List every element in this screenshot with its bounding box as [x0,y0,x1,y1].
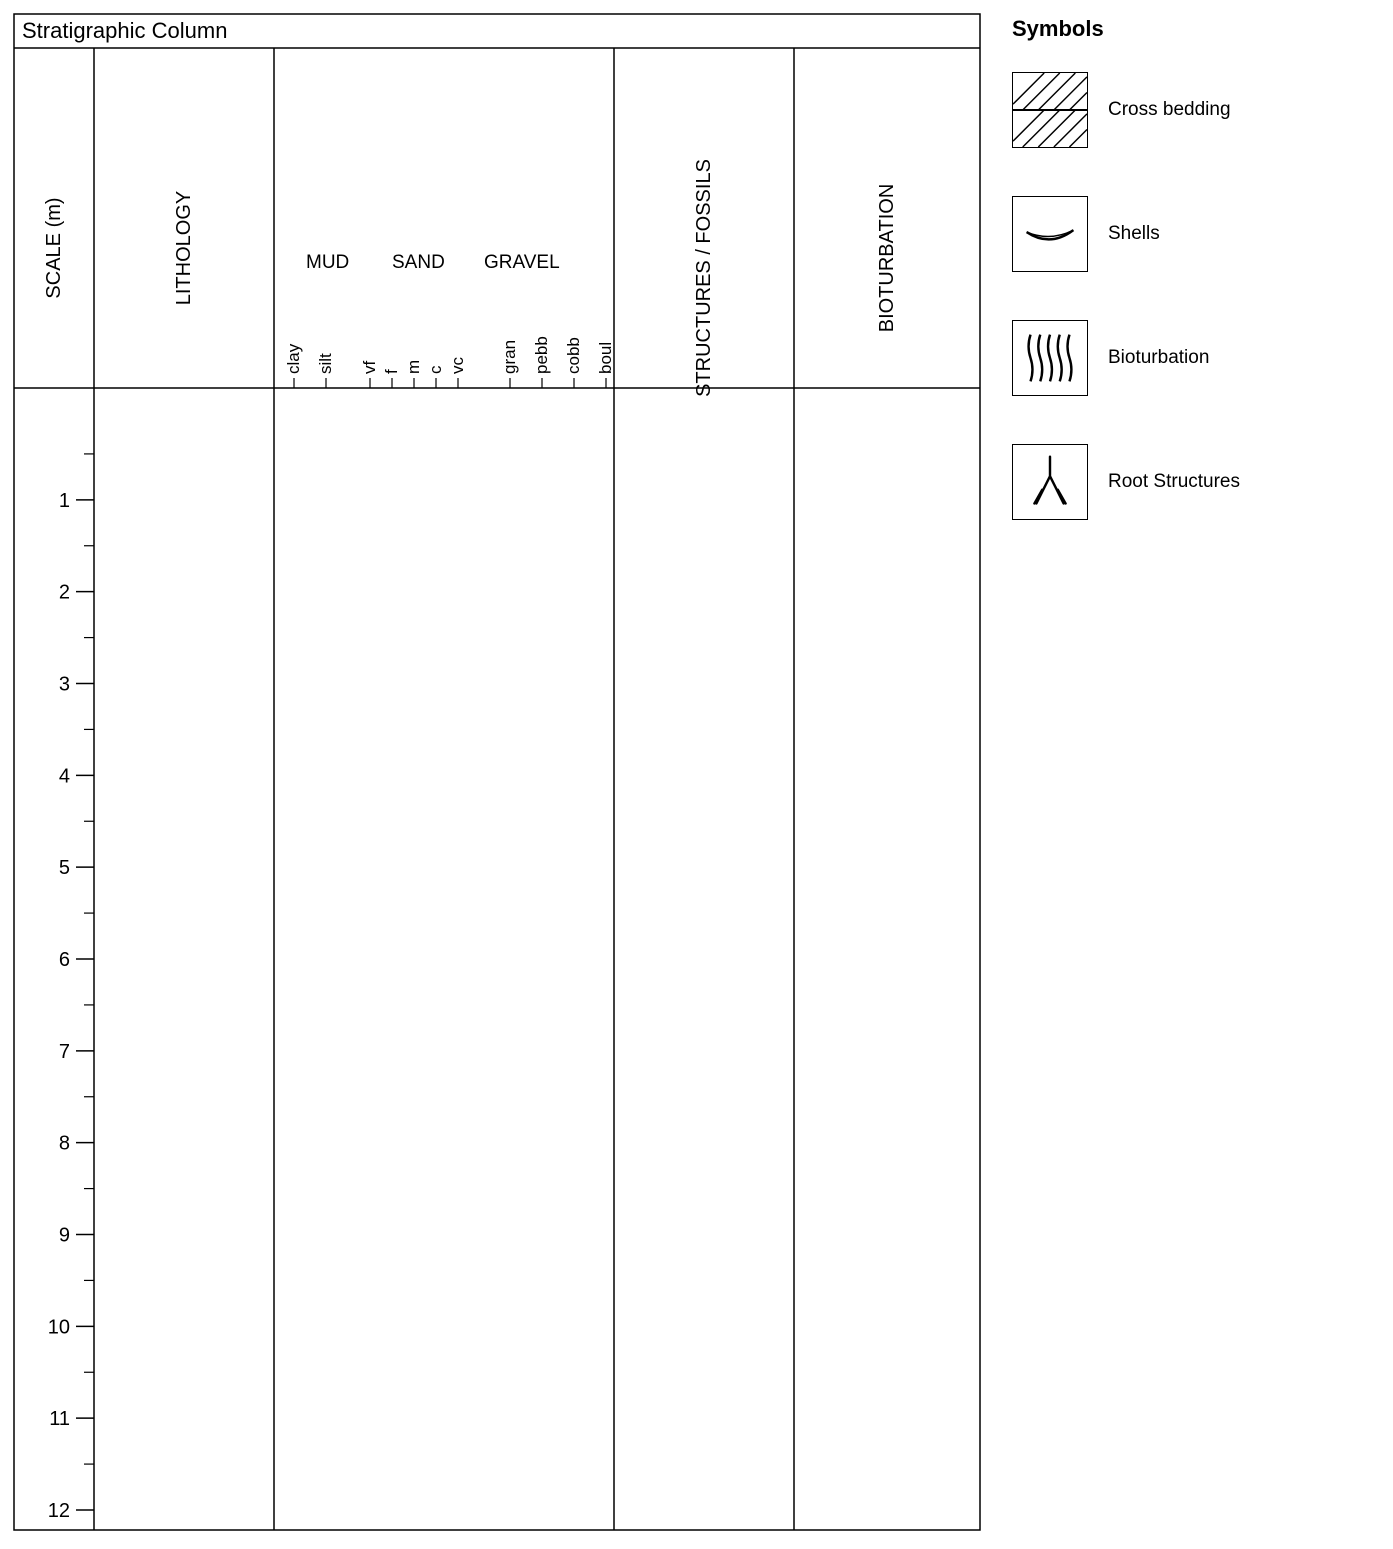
svg-text:12: 12 [48,1500,70,1522]
svg-text:MUD: MUD [306,252,349,273]
svg-text:SAND: SAND [392,252,445,273]
svg-text:f: f [382,369,401,374]
page-root: Symbols Cross bedding [0,0,1393,1549]
svg-text:pebb: pebb [532,336,551,374]
svg-text:6: 6 [59,949,70,971]
svg-text:c: c [426,365,445,374]
svg-text:LITHOLOGY: LITHOLOGY [173,191,195,305]
stratigraphic-table: Stratigraphic Column SCALE (m) LITHOLOGY ST… [0,0,1393,1549]
table-title: Stratigraphic Column [22,18,227,43]
svg-text:8: 8 [59,1133,70,1155]
svg-text:11: 11 [49,1408,70,1430]
svg-text:m: m [404,360,423,374]
svg-text:boul: boul [596,342,615,374]
svg-text:1: 1 [59,490,70,512]
svg-text:5: 5 [59,857,70,879]
svg-text:clay: clay [284,343,303,374]
svg-text:BIOTURBATION: BIOTURBATION [876,184,898,333]
svg-text:silt: silt [316,353,335,374]
svg-text:STRUCTURES / FOSSILS: STRUCTURES / FOSSILS [693,159,715,397]
svg-text:10: 10 [48,1316,70,1338]
svg-text:GRAVEL: GRAVEL [484,252,560,273]
svg-text:vf: vf [360,361,379,375]
svg-text:SCALE (m): SCALE (m) [43,197,65,298]
svg-text:cobb: cobb [564,337,583,374]
svg-text:7: 7 [59,1041,70,1063]
svg-text:9: 9 [59,1225,70,1247]
svg-text:vc: vc [448,357,467,375]
svg-text:gran: gran [500,340,519,374]
svg-text:3: 3 [59,674,70,696]
svg-text:4: 4 [59,765,70,787]
svg-text:2: 2 [59,582,70,604]
